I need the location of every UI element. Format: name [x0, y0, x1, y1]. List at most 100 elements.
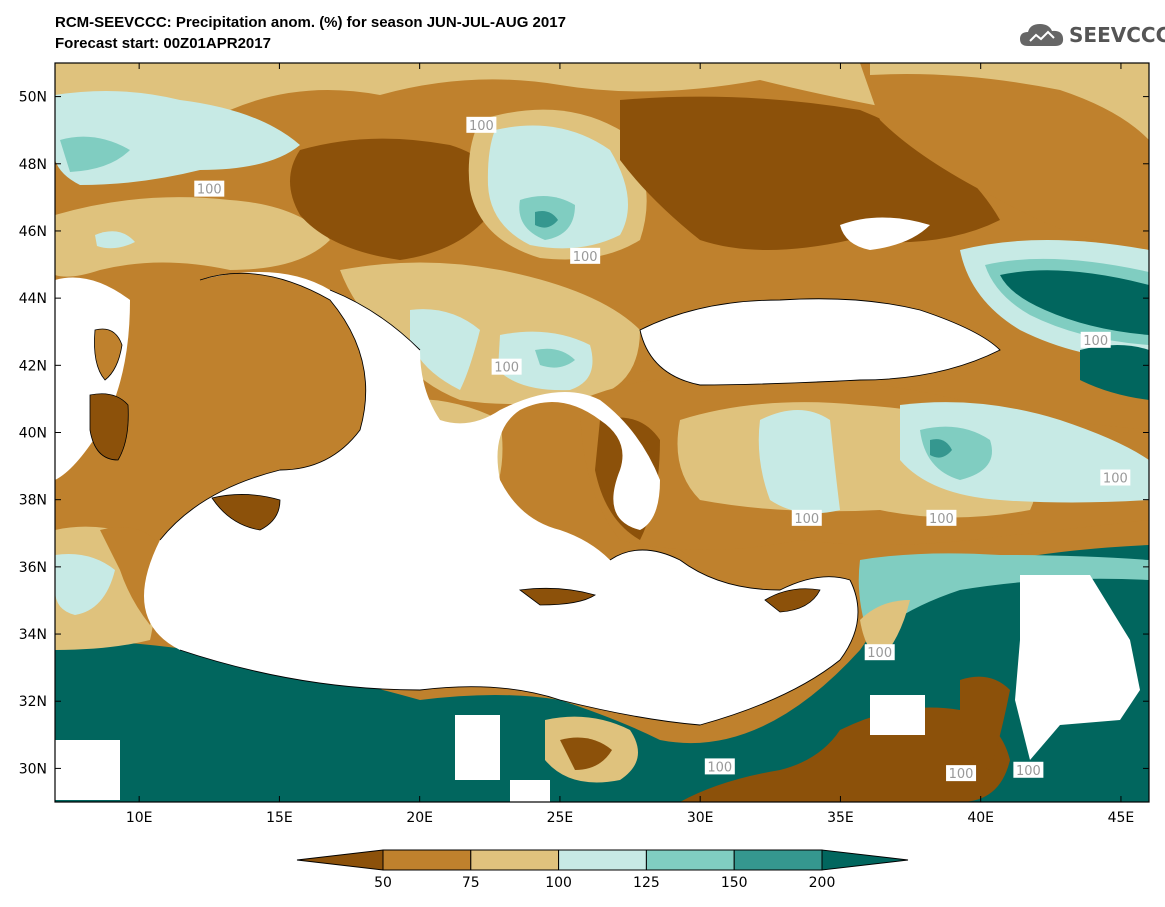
- map-title: RCM-SEEVCCC: Precipitation anom. (%) for…: [55, 14, 566, 31]
- y-tick-label: 42N: [19, 358, 47, 374]
- x-tick-label: 40E: [967, 810, 994, 826]
- mediterranean-sea: [144, 272, 858, 725]
- contour-label: 100: [1103, 472, 1128, 487]
- y-tick-label: 34N: [19, 627, 47, 643]
- logo-text: SEEVCCC: [1069, 23, 1165, 47]
- contour-label-bg: [466, 116, 497, 133]
- teal-spot-bulgaria: [535, 348, 575, 368]
- contour-label-bg: [1100, 469, 1131, 486]
- x-tick-label: 10E: [126, 810, 153, 826]
- contour-label-bg: [1013, 761, 1044, 778]
- contour-label-bg: [946, 765, 977, 782]
- contour-label: 100: [794, 512, 819, 527]
- darkbrown-region-sinai-arabia: [680, 707, 1010, 802]
- lightblue-region-tunisia: [55, 554, 115, 615]
- contour-label-bg: [1080, 331, 1111, 348]
- contour-label: 100: [1016, 764, 1041, 779]
- darkgreen-region-caucasus: [1000, 270, 1149, 335]
- contour-label-bg: [926, 509, 957, 526]
- nodata-block-jordan: [870, 695, 925, 735]
- contour-label-bg: [570, 247, 601, 264]
- contour-label: 100: [197, 183, 222, 198]
- contour-label: 100: [867, 646, 892, 661]
- sea-of-azov: [840, 217, 930, 250]
- legend-swatch: [645, 849, 735, 871]
- y-tick-label: 46N: [19, 224, 47, 240]
- darkbrown-region-pannonia: [290, 138, 500, 260]
- lightblue-spot-po: [95, 231, 135, 249]
- y-tick-label: 40N: [19, 426, 47, 442]
- darkteal-spot-romania: [535, 211, 558, 228]
- nodata-block-egypt: [510, 780, 550, 802]
- legend-label: 75: [462, 875, 480, 891]
- map-field: [55, 63, 1149, 802]
- legend-label: 150: [721, 875, 748, 891]
- coastline-africa: [179, 579, 859, 726]
- x-tick-label: 15E: [266, 810, 293, 826]
- corsica-island: [94, 328, 123, 381]
- legend-label: 50: [374, 875, 392, 891]
- coastline-italy-east: [159, 272, 367, 541]
- lightblue-region-anatolia-west: [758, 410, 840, 514]
- darkgreen-region-georgia: [1080, 345, 1149, 400]
- legend-swatch: [470, 849, 560, 871]
- contour-label: 100: [929, 512, 954, 527]
- nodata-block-syrian-desert: [1015, 575, 1140, 760]
- x-tick-label: 35E: [827, 810, 854, 826]
- y-tick-label: 32N: [19, 694, 47, 710]
- contour-labels: 100 100 100 100 100 100 100 100 100 100 100 100: [194, 116, 1131, 782]
- contour-label: 100: [949, 767, 974, 782]
- darkbrown-spot-egypt: [560, 737, 612, 770]
- lightblue-region-serbia: [410, 309, 480, 390]
- color-legend: 50 75 100 125 150 200: [296, 849, 909, 891]
- contour-label-bg: [491, 358, 522, 375]
- y-tick-label: 38N: [19, 493, 47, 509]
- sicily-island: [211, 494, 281, 531]
- coastlines: [159, 272, 1001, 726]
- tyrrhenian-sea: [55, 277, 130, 480]
- seevccc-logo: SEEVCCC: [1018, 20, 1165, 50]
- legend-swatch: [733, 849, 823, 871]
- forecast-start-subtitle: Forecast start: 00Z01APR2017: [55, 35, 271, 52]
- x-tick-label: 20E: [406, 810, 433, 826]
- tan-region-po: [55, 197, 330, 277]
- legend-arrow-high: [821, 849, 909, 871]
- cloud-icon: [1020, 24, 1064, 46]
- y-tick-label: 44N: [19, 291, 47, 307]
- y-tick-label: 36N: [19, 560, 47, 576]
- legend-label: 100: [545, 875, 572, 891]
- nodata-block-algeria: [55, 740, 120, 800]
- x-tick-label: 25E: [547, 810, 574, 826]
- tan-region-russia-north: [870, 63, 1149, 140]
- y-tick-label: 30N: [19, 761, 47, 777]
- contour-label: 100: [573, 250, 598, 265]
- brown-region-russia: [860, 63, 1149, 250]
- coastline-adriatic-east: [329, 289, 421, 351]
- legend-label: 125: [633, 875, 660, 891]
- contour-label: 100: [494, 361, 519, 376]
- legend-swatch: [382, 849, 472, 871]
- lightblue-region-alps: [55, 91, 300, 185]
- cyprus-island: [764, 588, 821, 613]
- contour-label: 100: [707, 760, 732, 775]
- y-tick-label: 48N: [19, 157, 47, 173]
- black-sea: [640, 298, 1000, 385]
- legend-swatch: [558, 849, 647, 871]
- legend-label: 200: [809, 875, 836, 891]
- x-tick-label: 45E: [1108, 810, 1135, 826]
- contour-label-bg: [864, 644, 895, 661]
- x-tick-label: 30E: [687, 810, 714, 826]
- teal-region-alps: [60, 136, 130, 172]
- legend-arrow-low: [296, 849, 384, 871]
- contour-label-bg: [704, 758, 735, 775]
- y-tick-label: 50N: [19, 90, 47, 106]
- coastline-black-sea: [639, 298, 1001, 386]
- contour-label-bg: [194, 180, 225, 197]
- darkbrown-region-iraq: [960, 676, 1010, 770]
- crete-island: [518, 587, 596, 606]
- nodata-block-libya: [455, 715, 500, 780]
- contour-label-bg: [791, 509, 822, 526]
- darkteal-spot-anatolia: [930, 439, 952, 458]
- x-axis: 10E 15E 20E 25E 30E 35E 40E 45E: [126, 63, 1134, 826]
